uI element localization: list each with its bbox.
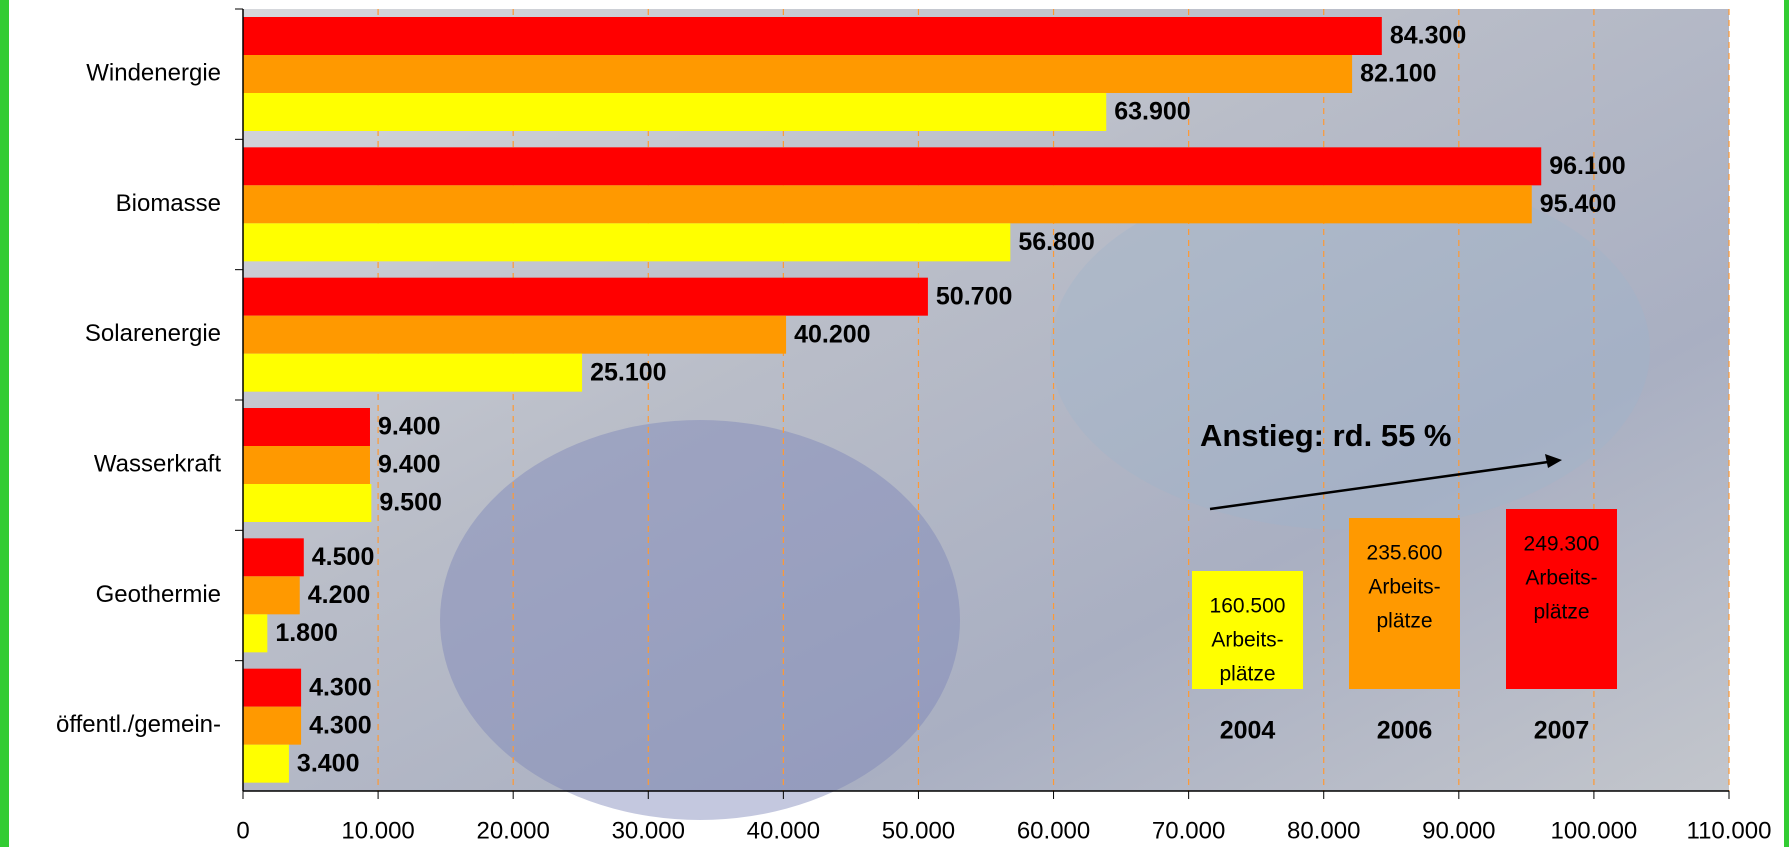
legend-total: 235.600 [1367, 542, 1443, 565]
value-label: 50.700 [936, 282, 1012, 310]
value-label: 4.500 [312, 543, 375, 571]
legend-note: Arbeits- [1211, 629, 1283, 652]
y-tick-label: Windenergie [86, 60, 221, 87]
bar [243, 706, 302, 745]
value-label: 82.100 [1360, 60, 1436, 88]
bar [243, 614, 268, 653]
x-tick-label: 40.000 [747, 817, 820, 844]
x-tick-label: 90.000 [1422, 817, 1495, 844]
bar [243, 185, 1532, 224]
bar [243, 223, 1011, 262]
value-label: 4.300 [309, 673, 372, 701]
x-tick-label: 110.000 [1687, 817, 1772, 844]
x-tick-label: 100.000 [1551, 817, 1638, 844]
value-label: 4.300 [309, 711, 372, 739]
x-tick-label: 30.000 [612, 817, 685, 844]
y-tick-label: Geothermie [96, 581, 221, 608]
legend-box [1192, 571, 1303, 689]
legend-note: plätze [1376, 610, 1432, 633]
arrow-head [1545, 454, 1562, 468]
value-label: 25.100 [590, 358, 666, 386]
legend-note: plätze [1533, 601, 1589, 624]
value-label: 9.500 [379, 489, 442, 517]
x-tick-label: 60.000 [1017, 817, 1090, 844]
annotation: Anstieg: rd. 55 % [1200, 418, 1452, 453]
x-tick-label: 80.000 [1287, 817, 1360, 844]
bar [243, 353, 583, 392]
bar [243, 17, 1382, 55]
value-label: 9.400 [378, 413, 441, 441]
legend-year: 2004 [1220, 717, 1276, 745]
photo-shade [1050, 170, 1650, 530]
bar [243, 744, 289, 783]
x-tick-label: 50.000 [882, 817, 955, 844]
right-border [1784, 0, 1789, 847]
value-label: 96.100 [1549, 152, 1625, 180]
legend-total: 249.300 [1524, 533, 1600, 556]
bar [243, 408, 370, 446]
value-label: 63.900 [1114, 98, 1190, 126]
left-border [0, 0, 9, 847]
value-label: 40.200 [794, 320, 870, 348]
y-tick-label: Biomasse [116, 190, 221, 217]
y-tick-label: Wasserkraft [94, 451, 221, 478]
legend-note: Arbeits- [1525, 567, 1597, 590]
value-label: 9.400 [378, 451, 441, 479]
bar [243, 93, 1107, 131]
legend-note: Arbeits- [1368, 576, 1440, 599]
photo-shade [440, 420, 960, 820]
value-label: 84.300 [1390, 22, 1466, 50]
bar [243, 315, 787, 354]
bar [243, 576, 300, 615]
x-tick-label: 20.000 [476, 817, 549, 844]
arrow [1209, 460, 1549, 511]
legend-year: 2006 [1377, 717, 1433, 745]
value-label: 56.800 [1018, 228, 1094, 256]
value-label: 3.400 [297, 749, 360, 777]
bar [243, 538, 304, 577]
value-label: 95.400 [1540, 190, 1616, 218]
bar [243, 446, 370, 484]
bar [243, 277, 928, 316]
x-tick-label: 10.000 [341, 817, 414, 844]
bar [243, 55, 1353, 93]
legend-box [1506, 509, 1617, 689]
x-tick-label: 70.000 [1152, 817, 1225, 844]
value-label: 1.800 [275, 619, 338, 647]
legend-year: 2007 [1534, 717, 1590, 745]
y-tick-label: Solarenergie [85, 320, 221, 347]
bar [243, 484, 372, 522]
bar [243, 147, 1542, 186]
legend-total: 160.500 [1210, 595, 1286, 618]
y-tick-label: öffentl./gemein- [56, 711, 221, 738]
value-label: 4.200 [308, 581, 371, 609]
legend-note: plätze [1219, 663, 1275, 686]
plot-background [243, 9, 1729, 791]
bar [243, 668, 302, 707]
x-tick-label: 0 [236, 817, 249, 844]
legend-box [1349, 518, 1460, 689]
